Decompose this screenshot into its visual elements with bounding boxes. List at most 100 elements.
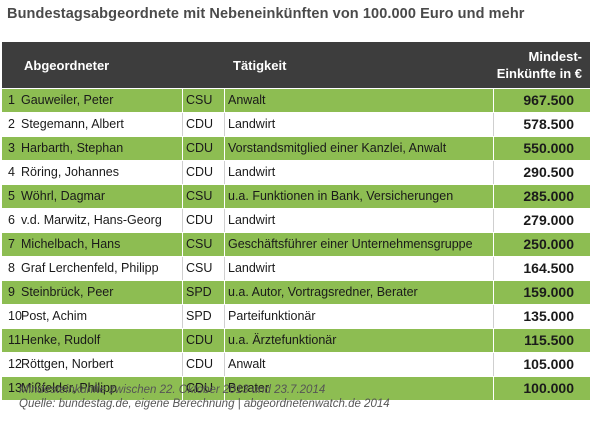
- table-row: 10 Post, Achim SPD Parteifunktionär 135.000: [2, 304, 590, 328]
- column-divider: [224, 137, 225, 160]
- row-number: 12: [8, 357, 22, 371]
- row-income: 578.500: [523, 116, 574, 132]
- column-divider: [224, 353, 225, 376]
- column-divider: [493, 281, 494, 304]
- column-divider: [224, 329, 225, 352]
- row-income: 115.500: [524, 332, 574, 348]
- row-number: 3: [8, 141, 15, 155]
- row-party: CSU: [186, 261, 213, 275]
- column-divider: [493, 161, 494, 184]
- column-divider: [182, 377, 183, 400]
- column-divider: [182, 305, 183, 328]
- row-income: 250.000: [523, 236, 574, 252]
- column-divider: [224, 281, 225, 304]
- column-divider: [182, 113, 183, 136]
- row-name: Steinbrück, Peer: [21, 285, 114, 299]
- row-job: Landwirt: [228, 213, 276, 227]
- row-party: CDU: [186, 357, 214, 371]
- table-row: 8 Graf Lerchenfeld, Philipp CSU Landwirt 164…: [2, 256, 590, 280]
- row-party: CDU: [186, 117, 214, 131]
- column-divider: [182, 329, 183, 352]
- column-divider: [224, 113, 225, 136]
- column-divider: [182, 137, 183, 160]
- column-divider: [224, 209, 225, 232]
- column-divider: [182, 185, 183, 208]
- column-divider: [182, 209, 183, 232]
- page-title: Bundestagsabgeordnete mit Nebeneinkünfte…: [7, 6, 525, 22]
- row-name: Gauweiler, Peter: [21, 93, 114, 107]
- column-divider: [493, 89, 494, 112]
- column-divider: [182, 281, 183, 304]
- row-name: Röttgen, Norbert: [21, 357, 114, 371]
- row-job: u.a. Autor, Vortragsredner, Berater: [228, 285, 418, 299]
- column-divider: [182, 161, 183, 184]
- row-number: 7: [8, 237, 15, 251]
- column-divider: [224, 233, 225, 256]
- column-divider: [493, 209, 494, 232]
- table-row: 9 Steinbrück, Peer SPD u.a. Autor, Vortrags…: [2, 280, 590, 304]
- table-row: 3 Harbarth, Stephan CDU Vorstandsmitglied e…: [2, 136, 590, 160]
- header-income-line2: Einkünfte in €: [496, 66, 582, 81]
- row-number: 5: [8, 189, 15, 203]
- row-job: Landwirt: [228, 165, 276, 179]
- column-divider: [224, 257, 225, 280]
- column-divider: [493, 185, 494, 208]
- row-number: 13: [8, 381, 22, 395]
- table-row: 13 Mißfelder, Philipp CDU Berater 100.000: [2, 376, 590, 400]
- row-party: CDU: [186, 381, 214, 395]
- row-job: Anwalt: [228, 93, 266, 107]
- row-party: CDU: [186, 141, 214, 155]
- row-name: Michelbach, Hans: [21, 237, 121, 251]
- column-divider: [493, 305, 494, 328]
- table-row: 5 Wöhrl, Dagmar CSU u.a. Funktionen in Bank…: [2, 184, 590, 208]
- row-income: 159.000: [523, 284, 574, 300]
- column-divider: [493, 353, 494, 376]
- table-row: 7 Michelbach, Hans CSU Geschäftsführer eine…: [2, 232, 590, 256]
- column-divider: [224, 305, 225, 328]
- row-name: Röring, Johannes: [21, 165, 119, 179]
- row-party: CDU: [186, 333, 214, 347]
- header-job: Tätigkeit: [233, 58, 287, 73]
- row-job: Vorstandsmitglied einer Kanzlei, Anwalt: [228, 141, 447, 155]
- row-name: Henke, Rudolf: [21, 333, 101, 347]
- footnote-source: Quelle: bundestag.de, eigene Berechnung …: [19, 398, 390, 410]
- row-income: 100.000: [523, 380, 574, 396]
- column-divider: [182, 89, 183, 112]
- row-name: Graf Lerchenfeld, Philipp: [21, 261, 159, 275]
- row-party: CSU: [186, 189, 213, 203]
- row-party: CSU: [186, 93, 213, 107]
- row-job: u.a. Funktionen in Bank, Versicherungen: [228, 189, 454, 203]
- footnote: Mindesteinkünfte zwischen 22. Oktober 20…: [19, 383, 390, 411]
- footnote-period: Mindesteinkünfte zwischen 22. Oktober 20…: [19, 384, 326, 396]
- column-divider: [224, 89, 225, 112]
- column-divider: [182, 257, 183, 280]
- row-name: Stegemann, Albert: [21, 117, 124, 131]
- row-income: 135.000: [523, 308, 574, 324]
- column-divider: [493, 233, 494, 256]
- row-number: 9: [8, 285, 15, 299]
- row-name: v.d. Marwitz, Hans-Georg: [21, 213, 162, 227]
- row-job: Parteifunktionär: [228, 309, 316, 323]
- header-name: Abgeordneter: [24, 58, 110, 73]
- table-row: 6 v.d. Marwitz, Hans-Georg CDU Landwirt 279.…: [2, 208, 590, 232]
- row-party: CDU: [186, 165, 214, 179]
- column-divider: [182, 353, 183, 376]
- row-name: Mißfelder, Philipp: [21, 381, 117, 395]
- column-divider: [493, 377, 494, 400]
- column-divider: [182, 233, 183, 256]
- table-header: Abgeordneter Tätigkeit Mindest- Einkünft…: [2, 42, 590, 88]
- table-body: 1 Gauweiler, Peter CSU Anwalt 967.500 2 Stegem…: [2, 88, 590, 400]
- row-party: SPD: [186, 309, 212, 323]
- header-income: Mindest- Einkünfte in €: [497, 48, 582, 82]
- row-income: 285.000: [523, 188, 574, 204]
- row-job: Landwirt: [228, 261, 276, 275]
- column-divider: [224, 161, 225, 184]
- column-divider: [493, 137, 494, 160]
- column-divider: [493, 329, 494, 352]
- row-job: Geschäftsführer einer Unternehmensgruppe: [228, 237, 473, 251]
- column-divider: [493, 257, 494, 280]
- table-row: 4 Röring, Johannes CDU Landwirt 290.500: [2, 160, 590, 184]
- income-table: Abgeordneter Tätigkeit Mindest- Einkünft…: [2, 42, 590, 400]
- column-divider: [224, 377, 225, 400]
- row-income: 290.500: [523, 164, 574, 180]
